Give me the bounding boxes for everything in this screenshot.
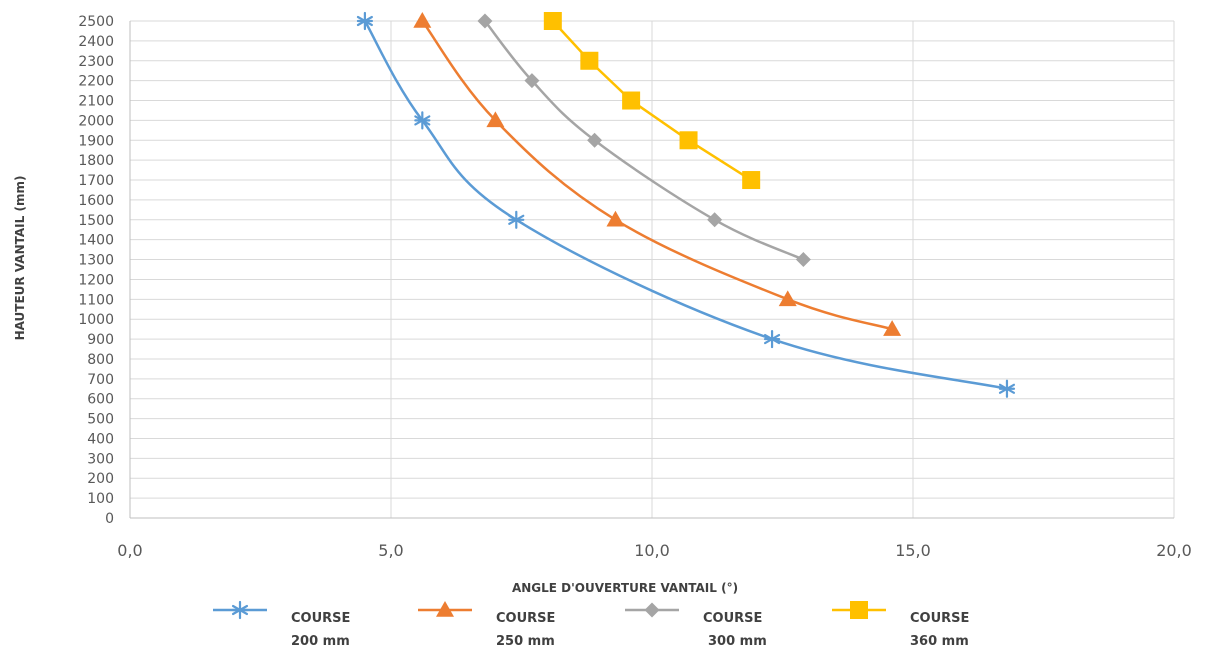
data-point xyxy=(622,91,641,110)
legend-label: 200 mm xyxy=(291,634,350,649)
series-line xyxy=(483,20,804,261)
data-point xyxy=(413,12,432,28)
data-point xyxy=(778,290,797,307)
y-tick-label: 2300 xyxy=(78,54,114,70)
y-tick-label: 100 xyxy=(87,491,114,507)
x-tick-label: 0,0 xyxy=(117,541,142,560)
y-tick-label: 2400 xyxy=(78,34,114,50)
y-tick-label: 1100 xyxy=(78,292,114,308)
data-point xyxy=(486,111,505,128)
y-tick-label: 1700 xyxy=(78,173,114,189)
y-tick-label: 900 xyxy=(87,332,114,348)
data-point xyxy=(998,379,1016,398)
data-point xyxy=(742,171,761,190)
legend-label: COURSE xyxy=(496,611,555,626)
data-point xyxy=(414,111,431,130)
legend-marker xyxy=(850,601,868,619)
series-line xyxy=(363,20,1008,391)
grid xyxy=(130,20,1175,518)
x-tick-label: 20,0 xyxy=(1156,541,1192,560)
y-tick-label: 500 xyxy=(87,412,114,428)
y-tick-label: 1800 xyxy=(78,153,114,169)
data-point xyxy=(543,12,562,30)
legend-label: COURSE xyxy=(703,611,762,626)
legend-marker xyxy=(231,600,249,620)
y-tick-label: 2000 xyxy=(78,113,114,129)
legend-label: COURSE xyxy=(291,611,350,626)
data-point xyxy=(508,210,525,229)
y-axis-title: HAUTEUR VANTAIL (mm) xyxy=(13,176,27,341)
y-tick-label: 1400 xyxy=(78,233,114,249)
x-tick-label: 10,0 xyxy=(634,541,670,560)
y-tick-label: 1500 xyxy=(78,213,114,229)
data-point xyxy=(606,210,625,227)
data-point xyxy=(883,320,902,336)
y-tick-label: 0 xyxy=(105,511,114,527)
tick-labels: 0 100 200 300 400 500 600 700 800 900 1000 1100 1200… xyxy=(78,14,1191,560)
data-point xyxy=(679,131,698,150)
y-tick-label: 1600 xyxy=(78,193,114,209)
y-tick-label: 2100 xyxy=(78,94,114,110)
series-line xyxy=(421,20,893,331)
data-point xyxy=(587,132,603,148)
y-tick-label: 1000 xyxy=(78,312,114,328)
legend-label: COURSE xyxy=(910,611,969,626)
x-axis-title: ANGLE D'OUVERTURE VANTAIL (°) xyxy=(512,581,738,595)
legend: COURSE 200 mm COURSE 250 mm COURSE 300 mm COUR… xyxy=(213,600,969,649)
data-point xyxy=(795,252,811,268)
legend-marker xyxy=(436,601,454,617)
axes xyxy=(129,21,1174,519)
y-tick-label: 800 xyxy=(87,352,114,368)
legend-marker xyxy=(644,602,660,618)
data-point xyxy=(580,51,599,70)
legend-label: 360 mm xyxy=(910,634,969,649)
x-tick-label: 15,0 xyxy=(895,541,931,560)
y-tick-label: 400 xyxy=(87,431,114,447)
series-layer xyxy=(356,11,1016,398)
data-point xyxy=(763,329,781,349)
legend-label: 300 mm xyxy=(708,634,767,649)
legend-label: 250 mm xyxy=(496,634,555,649)
y-tick-label: 1900 xyxy=(78,133,114,149)
data-point xyxy=(477,13,493,29)
y-tick-label: 1300 xyxy=(78,253,114,269)
data-point xyxy=(707,212,723,228)
y-tick-label: 2200 xyxy=(78,74,114,90)
data-point xyxy=(524,73,540,89)
y-tick-label: 700 xyxy=(87,372,114,388)
y-tick-label: 1200 xyxy=(78,272,114,288)
y-tick-label: 200 xyxy=(87,471,114,487)
y-tick-label: 300 xyxy=(87,451,114,467)
y-tick-label: 600 xyxy=(87,392,114,408)
x-tick-label: 5,0 xyxy=(378,541,403,560)
data-point xyxy=(356,11,373,31)
y-tick-label: 2500 xyxy=(78,14,114,30)
